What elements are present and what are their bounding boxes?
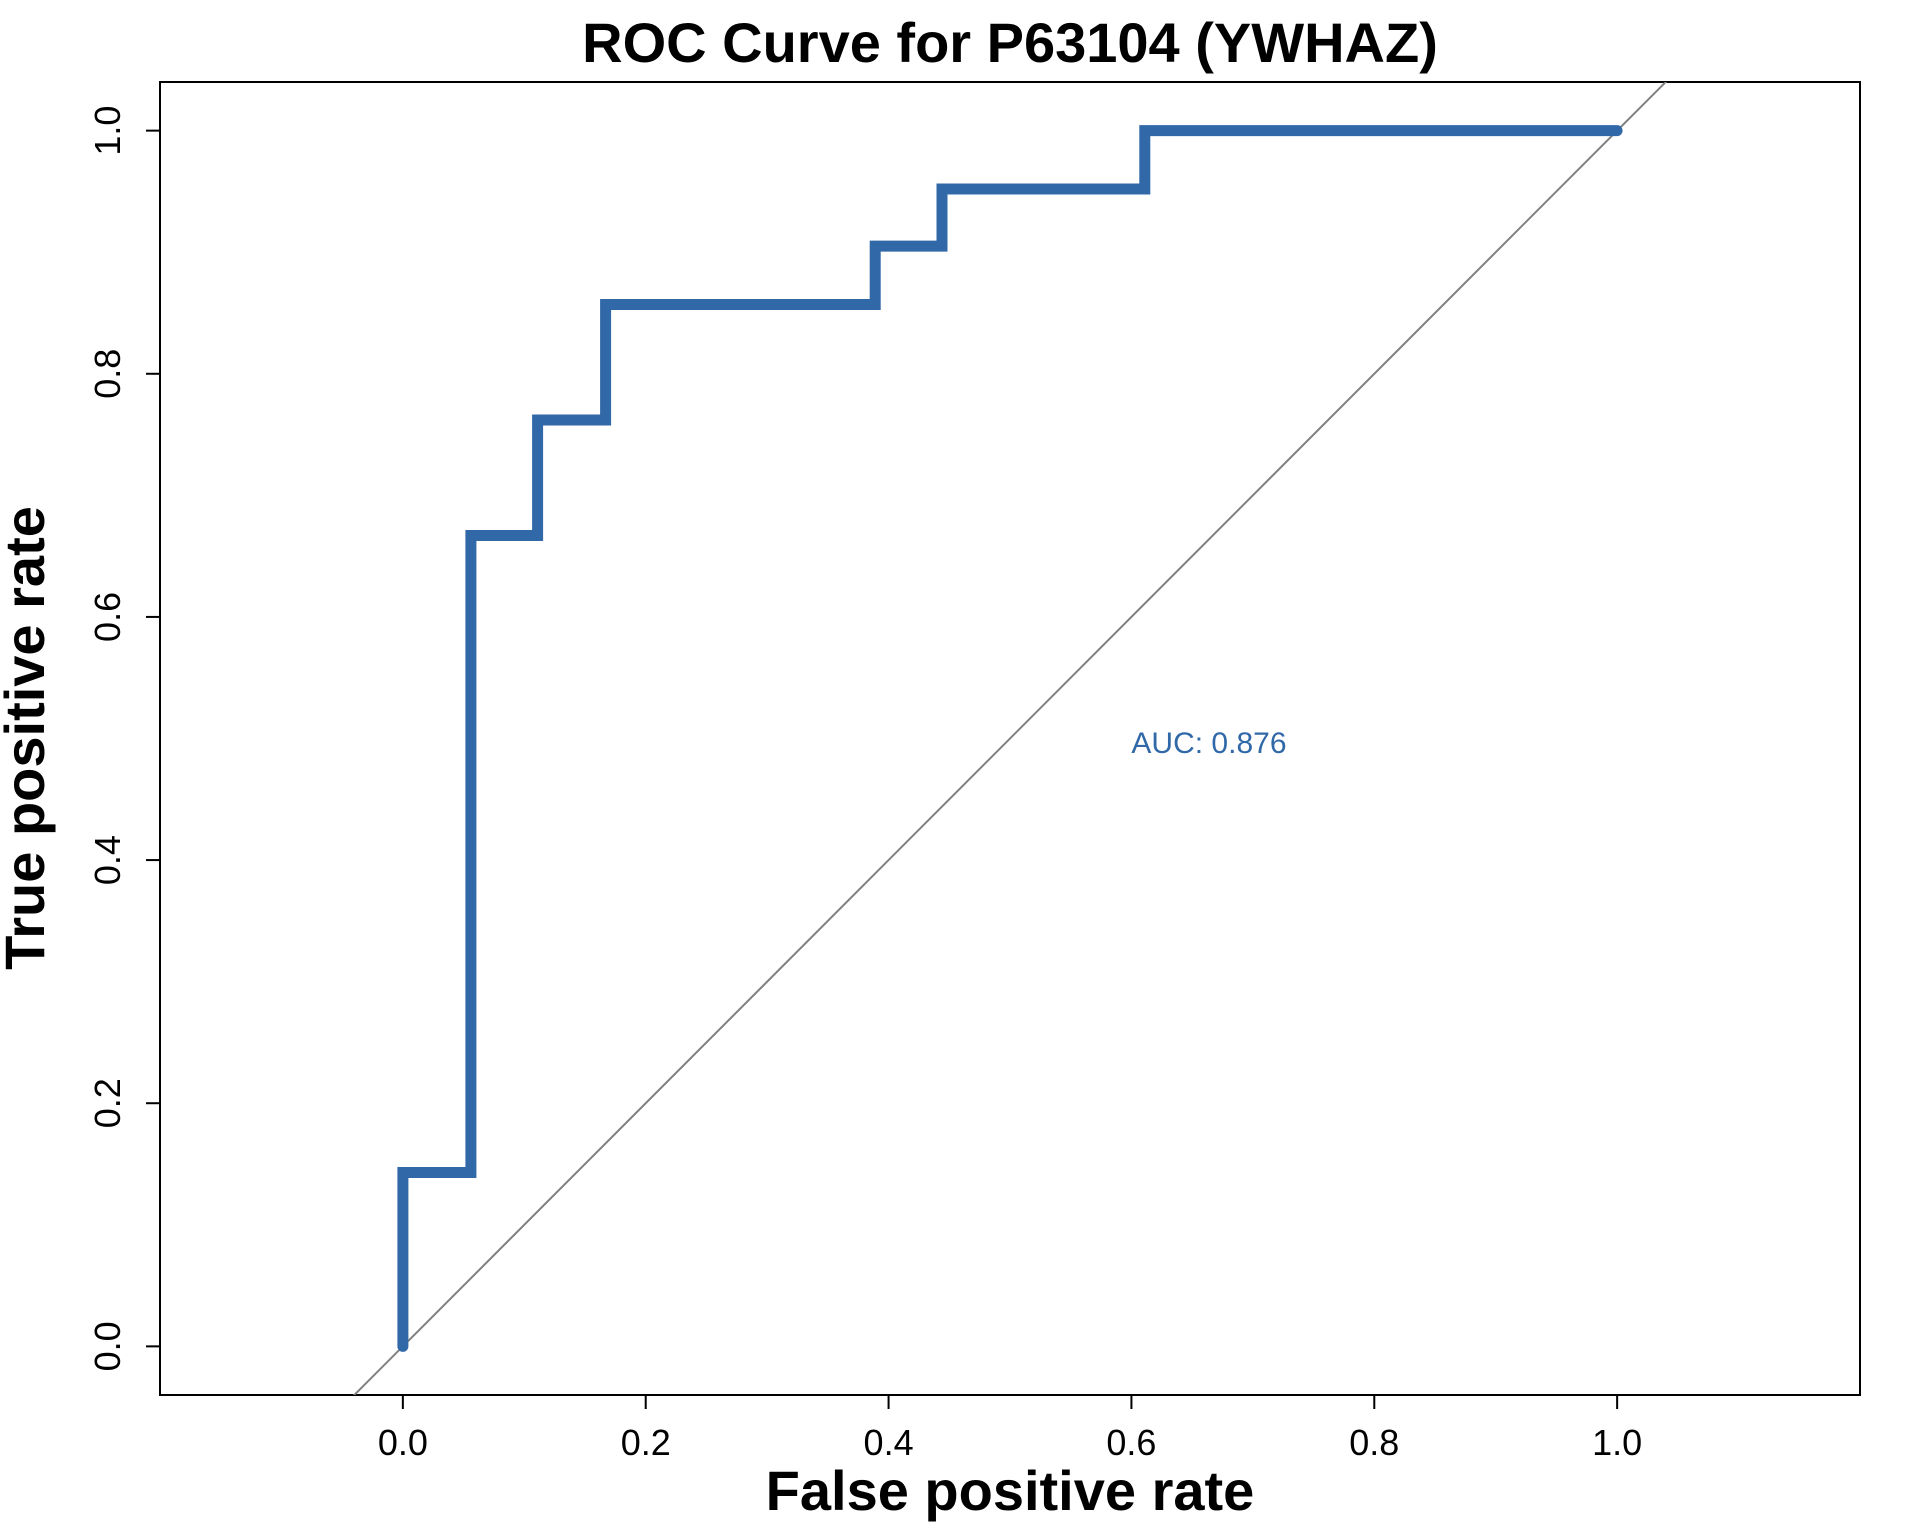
x-tick-label: 0.8: [1349, 1422, 1399, 1463]
y-tick-label: 0.2: [87, 1078, 128, 1128]
x-tick-label: 0.4: [864, 1422, 914, 1463]
x-tick-label: 0.0: [378, 1422, 428, 1463]
y-axis: 0.0 0.2 0.4 0.6 0.8 1.0: [87, 106, 161, 1371]
y-tick-label: 0.6: [87, 592, 128, 642]
y-axis-label: True positive rate: [0, 506, 56, 970]
roc-curve-line: [397, 125, 1623, 1352]
x-tick-label: 0.6: [1106, 1422, 1156, 1463]
y-tick-label: 0.8: [87, 349, 128, 399]
x-axis-label: False positive rate: [766, 1459, 1255, 1522]
y-tick-label: 0.0: [87, 1321, 128, 1371]
reference-diagonal-line: [352, 82, 1668, 1395]
x-tick-label: 1.0: [1592, 1422, 1642, 1463]
auc-annotation: AUC: 0.876: [1131, 727, 1286, 760]
chart-title: ROC Curve for P63104 (YWHAZ): [582, 11, 1438, 74]
y-tick-label: 1.0: [87, 106, 128, 156]
x-tick-label: 0.2: [621, 1422, 671, 1463]
y-tick-label: 0.4: [87, 835, 128, 885]
x-axis: 0.0 0.2 0.4 0.6 0.8 1.0: [378, 1394, 1642, 1463]
